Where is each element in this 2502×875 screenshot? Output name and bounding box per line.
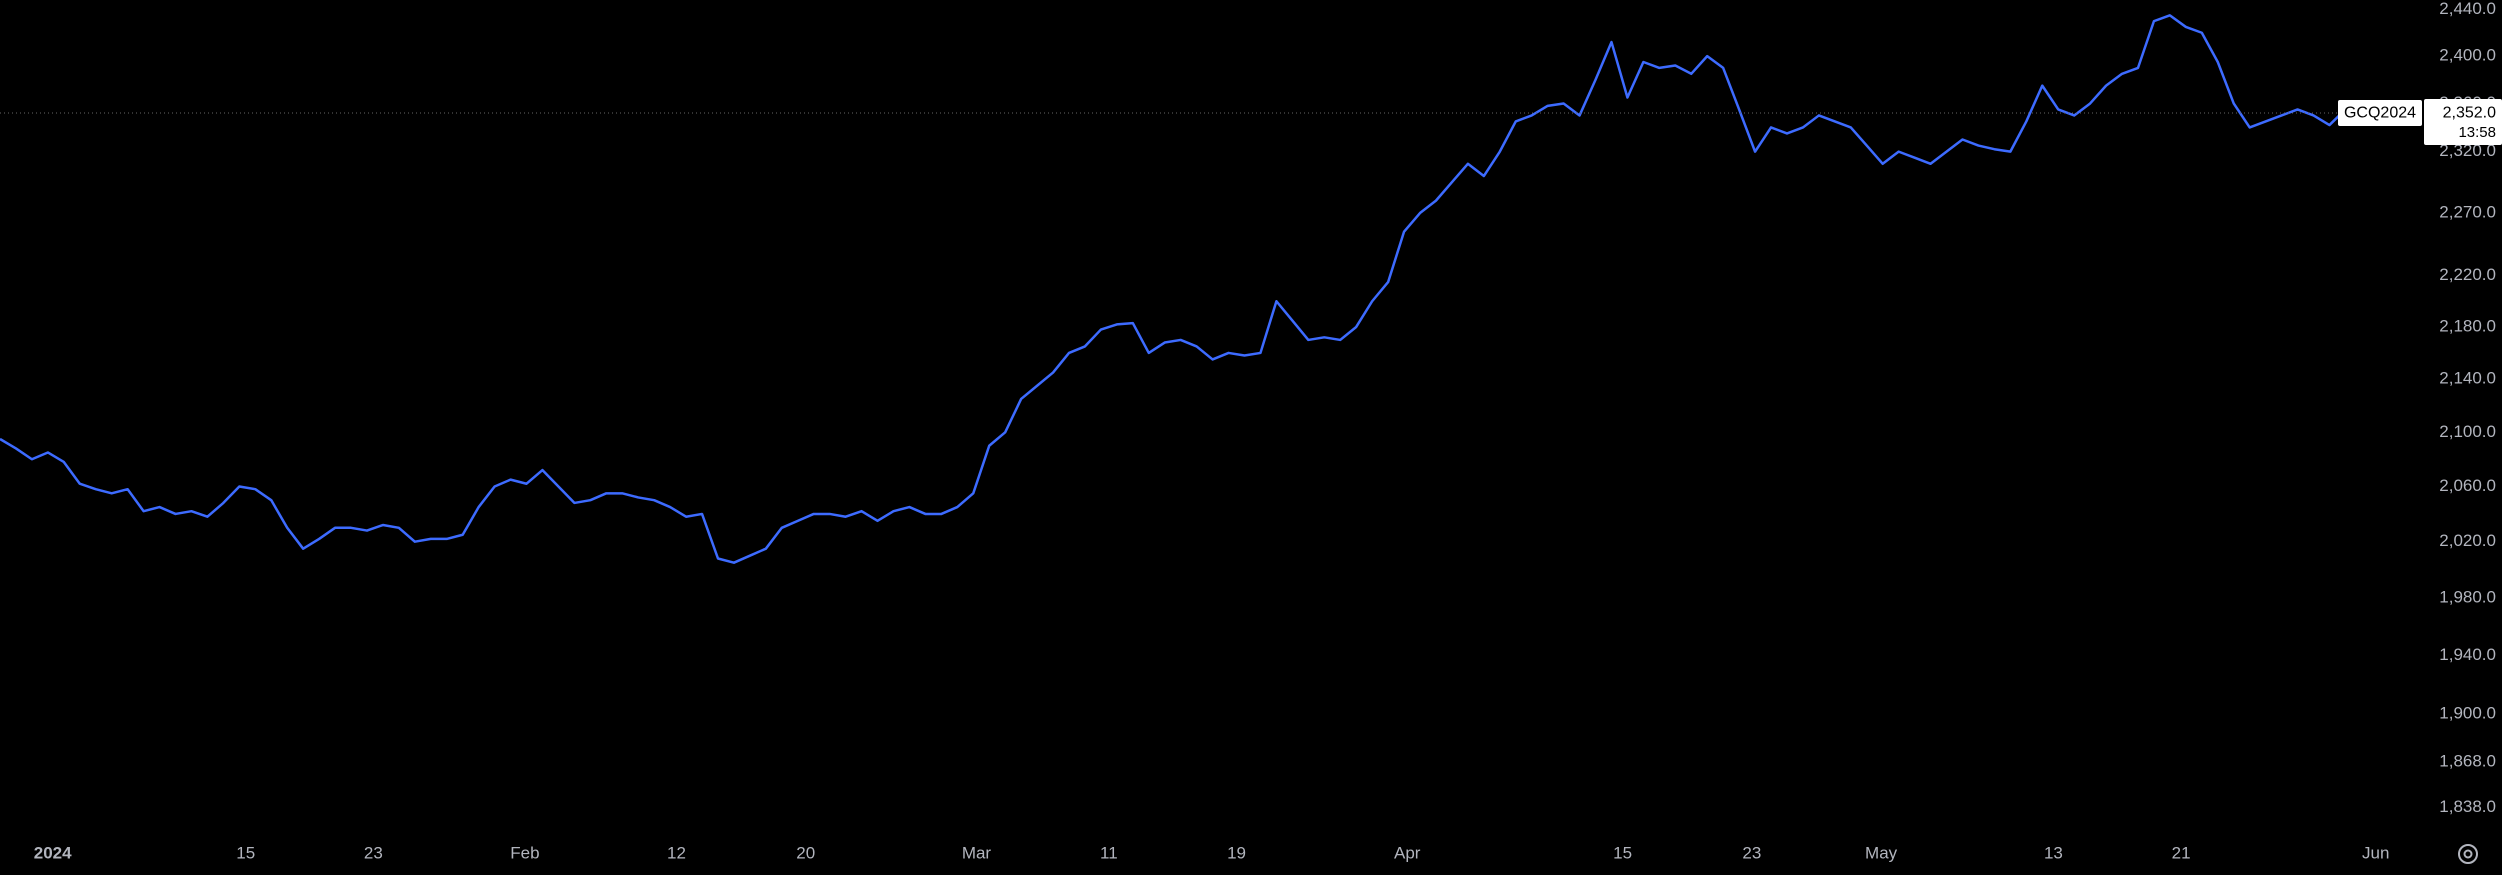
x-tick-label: 11: [1100, 843, 1118, 862]
x-tick-label: 12: [667, 843, 686, 862]
x-tick-label: 23: [1742, 843, 1761, 862]
symbol-tag-bg: [2338, 100, 2422, 127]
x-tick-label: Apr: [1394, 843, 1421, 862]
symbol-tag: GCQ2024: [2344, 104, 2416, 121]
y-tick-label: 1,868.0: [2439, 752, 2496, 771]
settings-icon[interactable]: [2458, 844, 2478, 864]
countdown: 13:58: [2458, 124, 2496, 141]
y-tick-label: 2,320.0: [2439, 141, 2496, 160]
x-tick-label: 13: [2044, 843, 2063, 862]
y-tick-label: 2,060.0: [2439, 476, 2496, 495]
gear-center: [2463, 849, 2473, 859]
price-tag: 2,352.0: [2443, 104, 2496, 121]
x-tick-label: 21: [2172, 843, 2191, 862]
x-tick-label: 15: [236, 843, 255, 862]
x-tick-label: Mar: [962, 843, 992, 862]
x-tick-label: Jun: [2362, 843, 2389, 862]
y-tick-label: 1,940.0: [2439, 645, 2496, 664]
x-tick-label: 19: [1227, 843, 1246, 862]
y-tick-label: 2,400.0: [2439, 46, 2496, 65]
y-tick-label: 1,900.0: [2439, 704, 2496, 723]
gear-outline: [2458, 844, 2478, 864]
y-tick-label: 2,180.0: [2439, 316, 2496, 335]
x-tick-label: 23: [364, 843, 383, 862]
y-tick-label: 2,020.0: [2439, 531, 2496, 550]
y-tick-label: 2,100.0: [2439, 422, 2496, 441]
price-line: [0, 14, 2378, 564]
y-tick-label: 1,980.0: [2439, 588, 2496, 607]
x-tick-label: 20: [796, 843, 815, 862]
x-tick-label: Feb: [510, 843, 539, 862]
y-tick-label: 2,220.0: [2439, 265, 2496, 284]
y-tick-label: 2,140.0: [2439, 369, 2496, 388]
x-tick-label: May: [1865, 843, 1898, 862]
y-tick-label: 2,440.0: [2439, 0, 2496, 18]
x-tick-label: 15: [1613, 843, 1632, 862]
price-tag-bg: [2424, 99, 2502, 146]
x-tick-label: 2024: [34, 843, 72, 862]
y-tick-label: 2,270.0: [2439, 202, 2496, 221]
y-tick-label: 1,838.0: [2439, 797, 2496, 816]
